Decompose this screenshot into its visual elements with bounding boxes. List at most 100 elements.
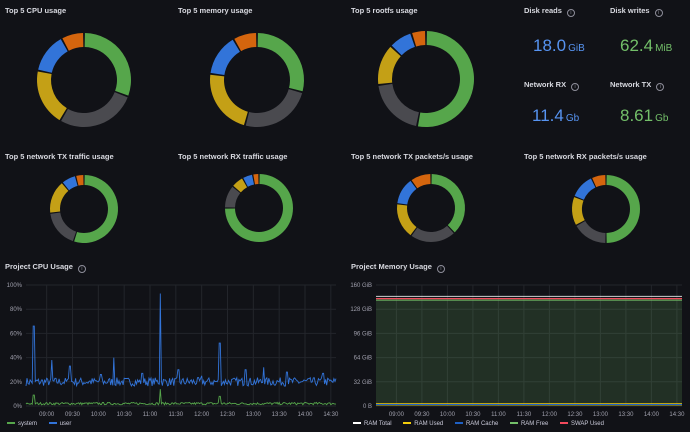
panel-project-cpu-usage[interactable]: Project CPU Usage i 0% 20% 40% 60% 80% 100% 09:… bbox=[0, 256, 345, 432]
legend-item-swap-used[interactable]: SWAP Used bbox=[559, 421, 604, 427]
panel-disk-writes[interactable]: Disk writes i 62.4 MiB bbox=[605, 0, 690, 73]
stat-value: 8.61 Gb bbox=[620, 106, 668, 126]
donut-slice[interactable] bbox=[378, 46, 401, 85]
panel-top5-net-tx-traffic[interactable]: Top 5 network TX traffic usage bbox=[0, 146, 172, 254]
y-tick-label: 96 GiB bbox=[354, 331, 372, 337]
area-ram-free[interactable] bbox=[376, 300, 682, 406]
donut-slice[interactable] bbox=[412, 31, 426, 47]
donut-slice[interactable] bbox=[62, 33, 84, 51]
panel-title: Top 5 network RX packets/s usage bbox=[524, 152, 647, 161]
donut-slice[interactable] bbox=[50, 212, 77, 242]
donut-slice[interactable] bbox=[397, 204, 417, 236]
donut-slice[interactable] bbox=[62, 176, 78, 191]
chart-legend: RAM Total RAM Used RAM Cache RAM Free SW… bbox=[353, 421, 614, 427]
panel-top5-net-rx-packets[interactable]: Top 5 network RX packets/s usage bbox=[519, 146, 690, 254]
donut-slice[interactable] bbox=[397, 180, 417, 205]
y-tick-label: 0% bbox=[13, 404, 22, 410]
series-line-user[interactable] bbox=[25, 293, 337, 388]
stat-number: 18.0 bbox=[533, 36, 567, 55]
donut-slice[interactable] bbox=[606, 175, 640, 243]
panel-title-row: Disk reads i bbox=[524, 6, 575, 17]
donut-slice[interactable] bbox=[225, 174, 293, 242]
panel-title-row: Network TX i bbox=[610, 80, 665, 91]
x-tick-label: 10:00 bbox=[91, 412, 107, 418]
donut-slice[interactable] bbox=[61, 92, 128, 127]
legend-swatch bbox=[48, 422, 57, 424]
donut-slice[interactable] bbox=[391, 33, 415, 56]
info-icon[interactable]: i bbox=[77, 265, 86, 273]
donut-slice[interactable] bbox=[36, 71, 67, 121]
donut-chart bbox=[572, 175, 640, 243]
legend-item-system[interactable]: system bbox=[7, 421, 37, 427]
panel-top5-memory[interactable]: Top 5 memory usage bbox=[173, 0, 345, 148]
legend-item-ram-total[interactable]: RAM Total bbox=[353, 421, 392, 427]
series-line-system[interactable] bbox=[25, 389, 337, 406]
y-tick-label: 32 GiB bbox=[354, 380, 372, 386]
donut-chart bbox=[36, 33, 131, 127]
donut-slice[interactable] bbox=[74, 175, 118, 243]
panel-top5-rootfs[interactable]: Top 5 rootfs usage bbox=[346, 0, 518, 148]
donut-slice[interactable] bbox=[50, 183, 69, 213]
donut-chart bbox=[50, 175, 118, 243]
panel-title: Project Memory Usage bbox=[351, 262, 432, 271]
memory-usage-chart[interactable]: 0 B 32 GiB 64 GiB 96 GiB 128 GiB 160 GiB 09:00… bbox=[346, 256, 690, 432]
donut-slice[interactable] bbox=[574, 178, 596, 200]
info-icon[interactable]: i bbox=[656, 83, 665, 91]
panel-project-memory-usage[interactable]: Project Memory Usage i 0 B 32 GiB 64 GiB 96 … bbox=[346, 256, 690, 432]
donut-slice[interactable] bbox=[411, 225, 454, 242]
donut-slice[interactable] bbox=[234, 33, 257, 52]
x-tick-label: 13:00 bbox=[593, 412, 609, 418]
legend-label: system bbox=[18, 421, 38, 427]
x-tick-label: 12:00 bbox=[542, 412, 558, 418]
panel-network-rx[interactable]: Network RX i 11.4 Gb bbox=[519, 74, 605, 148]
donut-slice[interactable] bbox=[210, 39, 240, 76]
donut-chart bbox=[378, 31, 474, 127]
legend-swatch bbox=[7, 422, 15, 424]
donut-slice[interactable] bbox=[210, 74, 248, 126]
panel-network-tx[interactable]: Network TX i 8.61 Gb bbox=[605, 74, 690, 148]
legend-item-ram-cache[interactable]: RAM Cache bbox=[454, 421, 498, 427]
panel-title: Disk reads bbox=[524, 6, 562, 15]
panel-top5-cpu[interactable]: Top 5 CPU usage bbox=[0, 0, 172, 148]
panel-title: Project CPU Usage bbox=[5, 262, 73, 271]
info-icon[interactable]: i bbox=[566, 9, 575, 17]
y-tick-label: 100% bbox=[7, 283, 23, 289]
legend-label: RAM Total bbox=[364, 421, 392, 427]
donut-slice[interactable] bbox=[225, 186, 241, 208]
panel-disk-reads[interactable]: Disk reads i 18.0 GiB bbox=[519, 0, 605, 73]
panel-top5-net-rx-traffic[interactable]: Top 5 network RX traffic usage bbox=[173, 146, 345, 254]
legend-swatch bbox=[454, 422, 463, 424]
donut-slice[interactable] bbox=[245, 89, 303, 127]
donut-slice[interactable] bbox=[38, 39, 68, 73]
x-tick-label: 12:00 bbox=[194, 412, 210, 418]
donut-chart bbox=[397, 174, 465, 242]
donut-slice[interactable] bbox=[84, 33, 131, 96]
donut-slice[interactable] bbox=[431, 174, 465, 233]
x-tick-label: 10:30 bbox=[465, 412, 481, 418]
x-tick-label: 12:30 bbox=[567, 412, 583, 418]
donut-slice[interactable] bbox=[576, 220, 606, 243]
info-icon[interactable]: i bbox=[571, 83, 580, 91]
legend-item-ram-free[interactable]: RAM Free bbox=[509, 421, 548, 427]
panel-top5-net-tx-packets[interactable]: Top 5 network TX packets/s usage bbox=[346, 146, 518, 254]
legend-item-ram-used[interactable]: RAM Used bbox=[403, 421, 443, 427]
donut-slice[interactable] bbox=[233, 178, 248, 193]
legend-item-user[interactable]: user bbox=[48, 421, 71, 427]
donut-slice[interactable] bbox=[572, 197, 585, 225]
legend-swatch bbox=[559, 422, 568, 424]
cpu-usage-chart[interactable]: 0% 20% 40% 60% 80% 100% 09:00 09:30 10:00 10:30 11… bbox=[0, 256, 345, 432]
donut-slice[interactable] bbox=[253, 174, 259, 185]
donut-slice[interactable] bbox=[76, 175, 84, 186]
donut-slice[interactable] bbox=[411, 174, 431, 189]
donut-slice[interactable] bbox=[257, 33, 304, 92]
donut-slice[interactable] bbox=[417, 31, 474, 127]
info-icon[interactable]: i bbox=[654, 9, 663, 17]
donut-slice[interactable] bbox=[378, 83, 419, 126]
donut-slice[interactable] bbox=[243, 174, 255, 187]
legend-label: RAM Used bbox=[414, 421, 444, 427]
x-tick-label: 10:00 bbox=[440, 412, 456, 418]
info-icon[interactable]: i bbox=[436, 265, 445, 273]
stat-number: 11.4 bbox=[532, 106, 564, 125]
stat-unit: GiB bbox=[568, 43, 585, 54]
donut-slice[interactable] bbox=[592, 175, 606, 188]
